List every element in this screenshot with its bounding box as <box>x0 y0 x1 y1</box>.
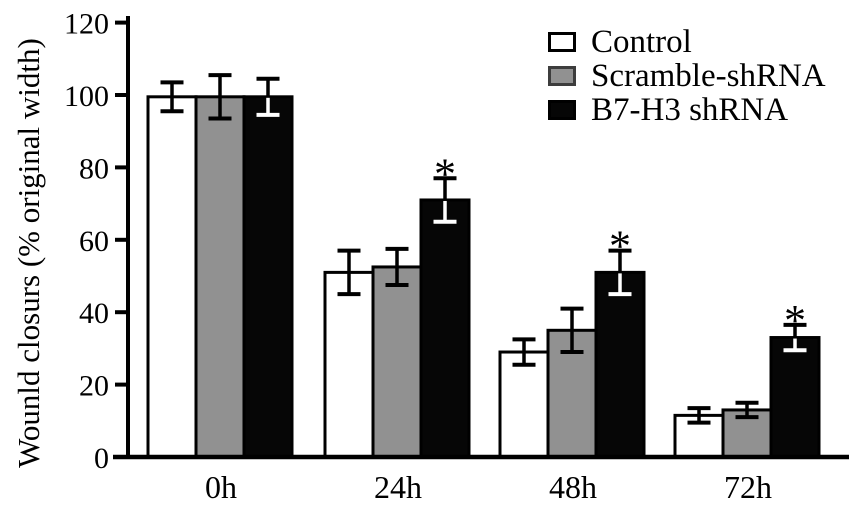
legend-swatch-control <box>548 32 576 52</box>
bar-control-0h <box>146 95 198 459</box>
y-tick-label: 20 <box>79 370 109 403</box>
legend-label-b7h3-shrna: B7-H3 shRNA <box>591 92 789 128</box>
y-tick-label: 0 <box>94 442 109 475</box>
y-tick-label: 40 <box>79 297 109 330</box>
legend-swatch-scramble-shrna <box>548 66 576 86</box>
x-category-label: 0h <box>205 469 237 505</box>
x-category-label: 24h <box>374 469 422 505</box>
significance-asterisk: * <box>784 296 806 345</box>
legend-swatch-b7h3-shrna <box>548 100 576 120</box>
legend-item-scramble-shrna: Scramble-shRNA <box>548 58 826 94</box>
y-tick-label: 100 <box>64 80 109 113</box>
bar-scramble-shrna-0h <box>194 95 246 459</box>
y-tick-label: 120 <box>64 8 109 41</box>
significance-asterisk: * <box>434 149 456 198</box>
legend-item-b7h3-shrna: B7-H3 shRNA <box>548 92 826 128</box>
significance-asterisk: * <box>609 222 631 271</box>
legend: Control Scramble-shRNA B7-H3 shRNA <box>548 24 826 128</box>
bar-scramble-shrna-24h <box>371 265 423 459</box>
bar-b7-h3-shrna-72h <box>769 336 821 459</box>
bar-control-24h <box>323 270 375 459</box>
bar-b7-h3-shrna-24h <box>419 198 471 459</box>
bar-control-48h <box>498 350 550 459</box>
legend-item-control: Control <box>548 24 826 60</box>
y-tick-label: 80 <box>79 152 109 185</box>
x-category-label: 72h <box>724 469 772 505</box>
y-tick-label: 60 <box>79 225 109 258</box>
legend-label-scramble-shrna: Scramble-shRNA <box>591 58 826 94</box>
bar-b7-h3-shrna-48h <box>594 270 646 459</box>
bar-b7-h3-shrna-0h <box>242 95 294 459</box>
x-category-label: 48h <box>549 469 597 505</box>
legend-label-control: Control <box>591 24 692 60</box>
